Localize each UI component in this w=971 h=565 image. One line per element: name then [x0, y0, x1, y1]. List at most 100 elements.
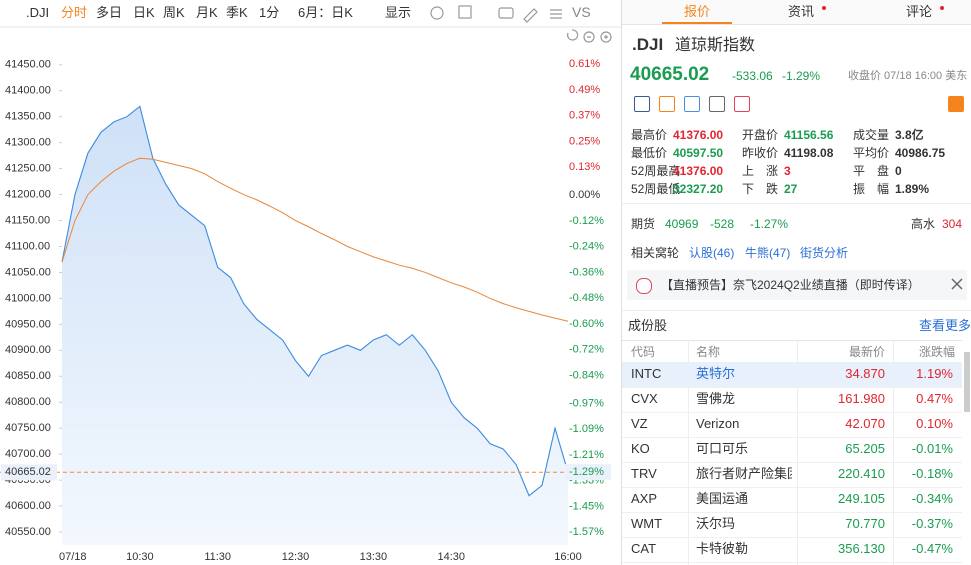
y-tick-label: 40800.00	[5, 396, 51, 408]
stat-label: 下 跌	[742, 182, 779, 196]
name[interactable]: 卡特彼勒	[696, 541, 749, 556]
icon	[659, 96, 675, 112]
period-tab[interactable]: 日K	[133, 5, 155, 20]
tab-underline	[662, 22, 732, 24]
change-pct: 0.10%	[916, 416, 953, 431]
stat-label: 平均价	[853, 146, 890, 160]
stat-label: 52周最高	[631, 164, 681, 178]
change-pct: -1.29%	[782, 69, 821, 83]
last-change-box	[565, 464, 611, 481]
stat-value: 40597.50	[673, 146, 724, 160]
period-tab[interactable]: 分时	[61, 5, 88, 20]
stat-value: 41198.08	[784, 146, 834, 160]
symbol[interactable]: .DJI	[26, 5, 50, 20]
futures-price: 40969	[665, 217, 699, 231]
row-border	[622, 512, 962, 513]
more-link[interactable]: 查看更多	[919, 318, 971, 333]
code[interactable]: AXP	[631, 491, 658, 506]
last-price-label: 40665.02	[5, 466, 51, 478]
x-tick-label: 10:30	[126, 551, 154, 563]
code[interactable]: KO	[631, 441, 650, 456]
period-tab[interactable]: 月K	[196, 5, 218, 20]
name[interactable]: 雪佛龙	[696, 391, 736, 406]
y2-tick-label: -1.57%	[569, 526, 604, 538]
y-tick-label: 40700.00	[5, 448, 51, 460]
close-icon	[950, 277, 964, 291]
y-tick-label: 41150.00	[5, 214, 50, 226]
stat-label: 成交量	[853, 128, 890, 142]
stat-value: 3	[784, 164, 791, 178]
row-border	[622, 537, 962, 538]
chart: 41450.00 41400.00 41350.00 41300.00 41250.00…	[0, 5, 621, 563]
y-tick-label: 41100.00	[5, 240, 50, 252]
name[interactable]: 美国运通	[696, 491, 749, 506]
toolbar-icons	[430, 5, 612, 43]
icon	[634, 96, 650, 112]
code[interactable]: INTC	[631, 366, 662, 381]
tab[interactable]: 资讯	[788, 4, 815, 19]
last-price: 161.980	[838, 391, 885, 406]
average-line	[61, 157, 569, 322]
tab[interactable]: 评论	[906, 4, 933, 19]
last-price: 249.105	[838, 491, 885, 506]
y2-tick-label: -0.24%	[569, 241, 604, 253]
banner	[627, 270, 967, 300]
warrants-label: 相关窝轮	[631, 246, 680, 260]
dropdown[interactable]: 1分	[259, 5, 280, 20]
y-tick-label: 40950.00	[5, 318, 51, 330]
name[interactable]: Verizon	[696, 416, 740, 431]
row-border	[622, 412, 962, 413]
period-tab[interactable]: 周K	[163, 5, 185, 20]
change-pct: -0.01%	[911, 441, 953, 456]
period-tab[interactable]: 多日	[96, 5, 123, 20]
y-tick-label: 40600.00	[5, 500, 51, 512]
x-tick-label: 12:30	[282, 551, 310, 563]
code[interactable]: VZ	[631, 416, 648, 431]
divider	[622, 310, 971, 311]
y-tick-label: 41000.00	[5, 292, 51, 304]
name[interactable]: 可口可乐	[696, 441, 749, 456]
y-tick-label: 41400.00	[5, 85, 51, 97]
tab[interactable]: 报价	[684, 4, 711, 19]
stat-value: 3.8亿	[895, 128, 924, 142]
stat-value: 41156.56	[784, 128, 834, 142]
dropdown[interactable]: 显示	[385, 5, 412, 20]
y-tick-label: 41050.00	[5, 266, 51, 278]
warrant-link[interactable]: 街货分析	[800, 246, 849, 260]
y2-tick-label: -0.97%	[569, 397, 604, 409]
stat-label: 开盘价	[742, 128, 779, 142]
warrant-link[interactable]: 认股(46)	[689, 246, 735, 260]
stat-label: 最低价	[631, 146, 668, 160]
code[interactable]: CVX	[631, 391, 658, 406]
name[interactable]: 英特尔	[696, 366, 736, 381]
vs-button[interactable]: VS	[572, 4, 591, 20]
change-pct: -0.37%	[911, 516, 953, 531]
dropdown[interactable]: 季K	[226, 5, 248, 20]
warrant-link[interactable]: 牛熊(47)	[745, 246, 791, 260]
last-price: 65.205	[845, 441, 885, 456]
y2-tick-label: -0.72%	[569, 344, 604, 356]
futures-label: 期货	[631, 217, 656, 231]
name[interactable]: 沃尔玛	[696, 516, 736, 531]
stat-value: 0	[895, 164, 902, 178]
row-border	[622, 437, 962, 438]
y2-tick-label: -1.45%	[569, 500, 604, 512]
name[interactable]: 旅行者财产险集团	[696, 466, 792, 481]
y-tick-label: 41250.00	[5, 163, 51, 175]
banner-text[interactable]: 【直播预告】奈飞2024Q2业绩直播（即时传译）	[661, 278, 920, 292]
change-pct: -0.47%	[911, 541, 953, 556]
code[interactable]: TRV	[631, 466, 657, 481]
y2-tick-label: 0.25%	[569, 135, 600, 147]
price-area	[62, 106, 568, 545]
code[interactable]: WMT	[631, 516, 663, 531]
y2-tick-label: -0.48%	[569, 292, 604, 304]
dropdown[interactable]: 6月：日K	[298, 5, 353, 20]
change-pct: -0.34%	[911, 491, 953, 506]
price-line	[61, 105, 569, 497]
x-tick-label: 14:30	[437, 551, 465, 563]
table-border	[622, 340, 962, 341]
code[interactable]: CAT	[631, 541, 657, 556]
play-icon	[636, 278, 652, 294]
table-header: 代码	[631, 345, 656, 359]
